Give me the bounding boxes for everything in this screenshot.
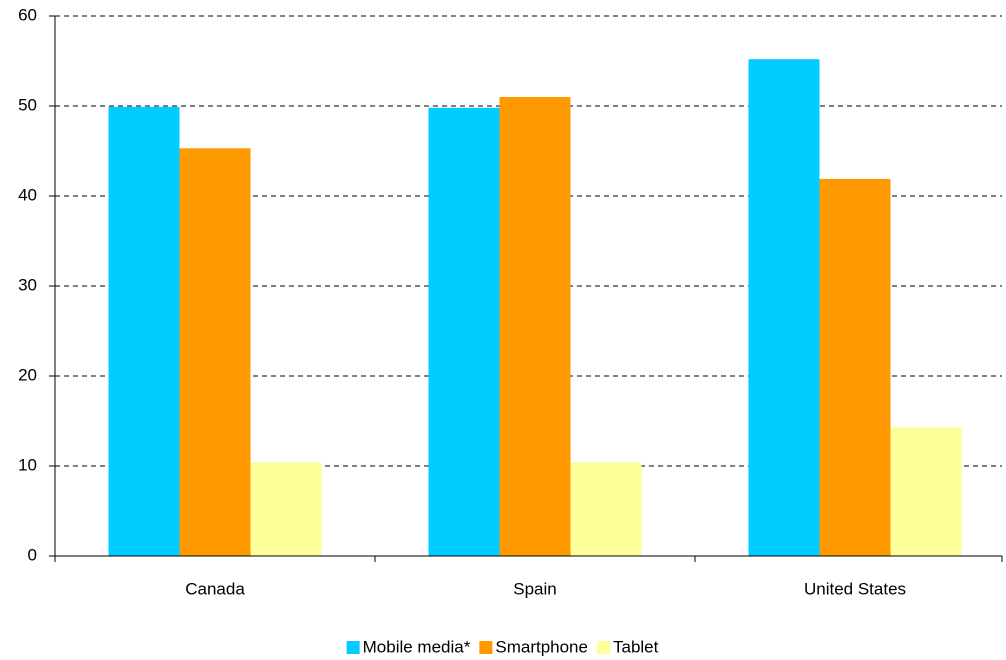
y-tick-label: 0 [28,545,37,564]
legend-label: Smartphone [495,637,588,656]
legend-swatch [346,641,360,654]
bar [428,107,500,557]
x-tick-label: Spain [513,579,556,598]
y-tick-label: 50 [18,95,37,114]
legend-swatch [596,641,610,654]
bar [748,59,820,556]
legend-label: Mobile media* [363,637,471,656]
bar [250,462,322,556]
y-tick-label: 40 [18,185,37,204]
bar [819,178,891,556]
bar [108,106,180,557]
bar [570,462,642,556]
y-tick-label: 20 [18,365,37,384]
bar [890,427,962,556]
bar [179,148,251,557]
bar [499,97,571,556]
x-tick-label: United States [804,579,906,598]
y-tick-label: 30 [18,275,37,294]
y-tick-label: 60 [18,5,37,24]
legend-label: Tablet [613,637,659,656]
x-tick-label: Canada [185,579,245,598]
y-tick-label: 10 [18,455,37,474]
legend-swatch [479,641,493,654]
